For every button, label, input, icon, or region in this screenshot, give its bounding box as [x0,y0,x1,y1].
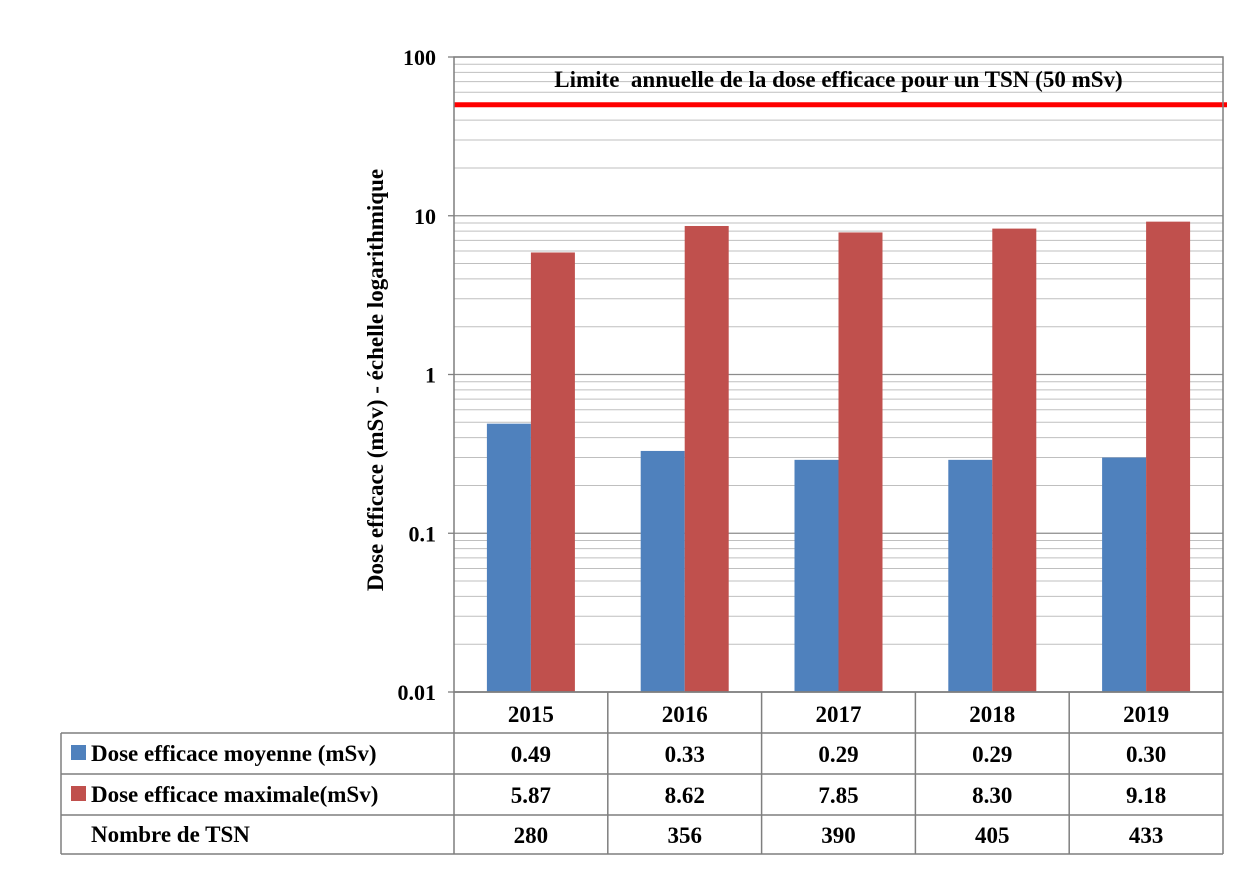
table-cell: 405 [975,823,1010,848]
limit-label: Limite annuelle de la dose efficace pour… [554,67,1122,92]
bar-mean-2019 [1102,457,1147,692]
bar-max-2019 [1146,221,1191,692]
y-tick-label: 0.01 [398,680,437,705]
bar-max-2016 [684,225,729,692]
legend-key-max [71,786,86,801]
x-category-label: 2017 [816,702,862,727]
data-label: 0.30 [1126,742,1166,767]
x-category-label: 2016 [662,702,708,727]
data-label: 0.33 [665,742,705,767]
table-cell: 280 [514,823,549,848]
data-label: 0.49 [511,742,551,767]
table-cell: 390 [821,823,856,848]
table-cell: 356 [667,823,702,848]
data-label: 9.18 [1126,783,1166,808]
series-name: Dose efficace moyenne (mSv) [91,741,377,766]
table-cell: 433 [1129,823,1164,848]
bar-max-2017 [838,232,883,692]
table-row-name: Nombre de TSN [91,822,250,847]
data-label: 8.30 [972,783,1012,808]
y-tick-label: 1 [425,363,436,388]
bar-mean-2015 [486,423,531,692]
y-tick-label: 100 [403,45,436,70]
y-tick-label: 10 [414,204,436,229]
x-category-label: 2019 [1123,702,1169,727]
y-axis-label: Dose efficace (mSv) - échelle logarithmi… [363,169,388,591]
bar-max-2015 [530,252,575,692]
data-label: 0.29 [818,742,858,767]
data-label: 0.29 [972,742,1012,767]
bar-mean-2018 [948,459,993,692]
legend-key-mean [71,745,86,760]
x-category-label: 2015 [508,702,554,727]
bar-mean-2016 [640,450,685,692]
data-label: 8.62 [665,783,705,808]
data-label: 7.85 [818,783,858,808]
series-name: Dose efficace maximale(mSv) [91,782,378,807]
data-label: 5.87 [511,783,551,808]
bar-mean-2017 [794,459,839,692]
y-tick-label: 0.1 [409,521,437,546]
x-category-label: 2018 [969,702,1015,727]
bar-max-2018 [992,228,1037,692]
